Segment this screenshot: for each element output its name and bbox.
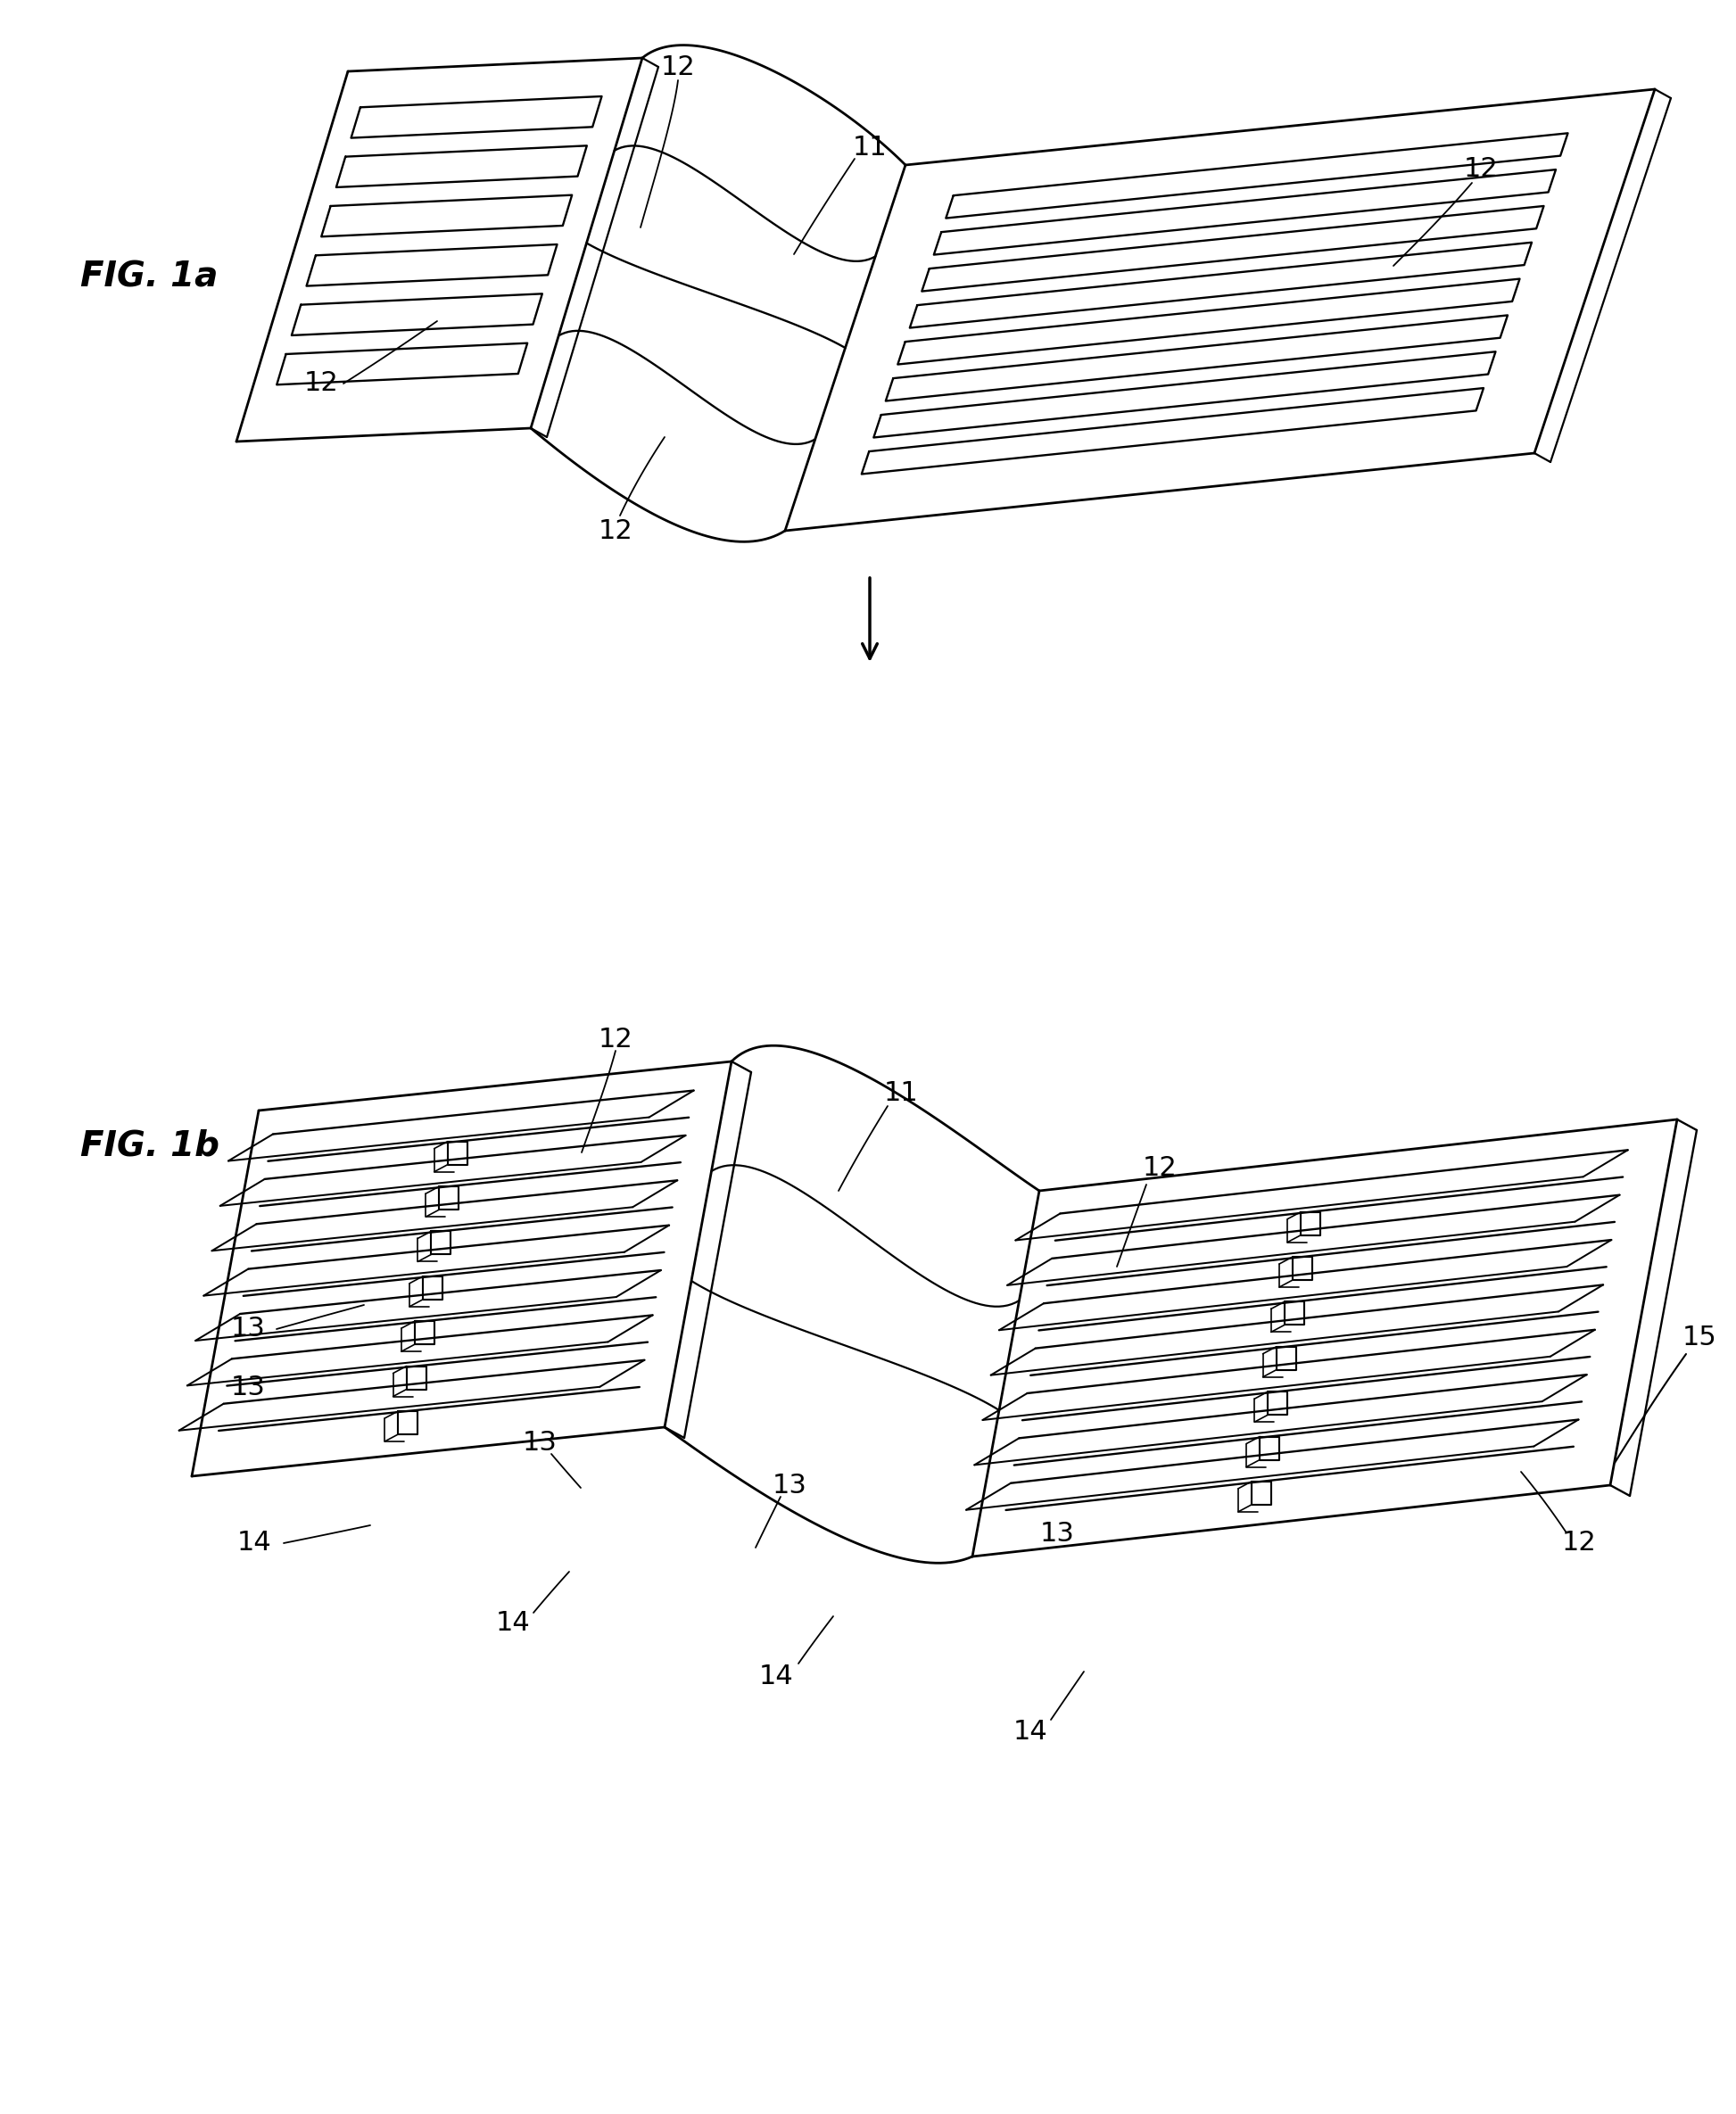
Text: 14: 14 [759,1664,793,1689]
Text: 12: 12 [304,370,339,397]
Text: 14: 14 [496,1611,529,1636]
Text: 12: 12 [599,1025,634,1053]
Text: FIG. 1b: FIG. 1b [80,1129,219,1163]
Text: 13: 13 [231,1317,266,1342]
Text: FIG. 1a: FIG. 1a [80,260,219,294]
Text: 12: 12 [599,518,634,543]
Text: 13: 13 [231,1374,266,1399]
Text: 11: 11 [852,135,887,161]
Text: 13: 13 [773,1471,807,1499]
Text: 13: 13 [1040,1522,1075,1547]
Text: 15: 15 [1682,1325,1717,1351]
Text: 12: 12 [1142,1156,1177,1182]
Text: 13: 13 [523,1431,557,1457]
Text: 11: 11 [884,1080,918,1106]
Text: 14: 14 [236,1531,271,1556]
Text: 12: 12 [1463,156,1498,182]
Text: 12: 12 [661,55,696,80]
Text: 12: 12 [1562,1531,1597,1556]
Text: 14: 14 [1014,1719,1047,1746]
